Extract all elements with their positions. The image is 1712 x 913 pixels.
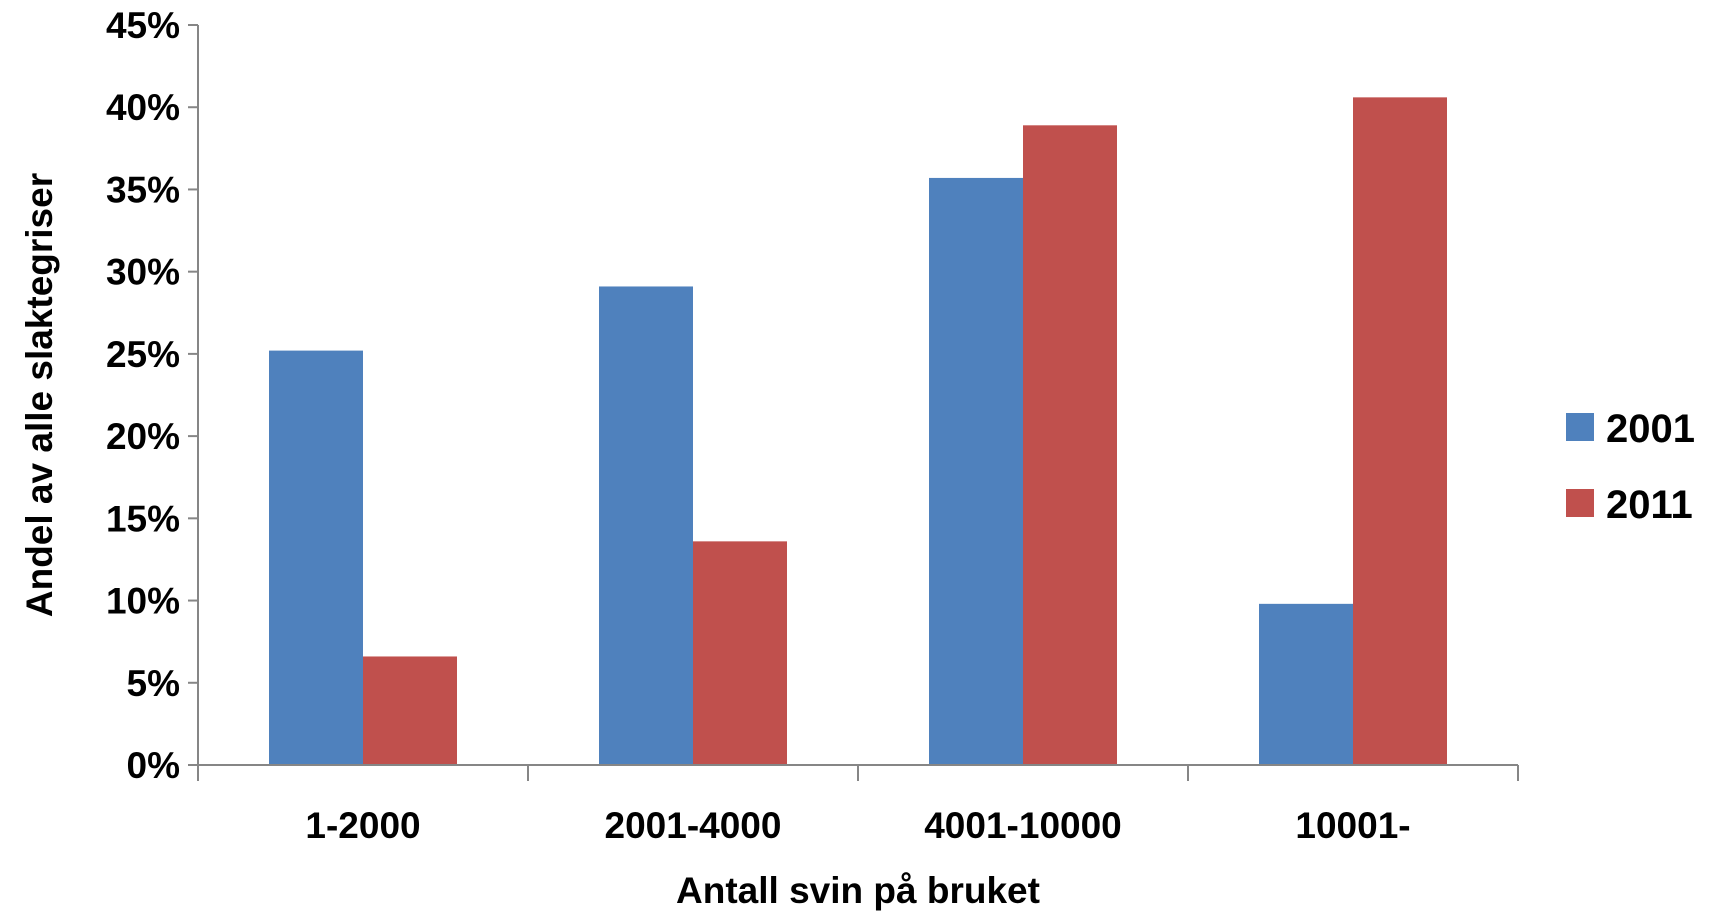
bar-2001-2001-4000 [599,286,693,765]
bar-2001-1-2000 [269,350,363,765]
x-axis-ticks: 1-2000 2001-4000 4001-10000 10001- [197,765,1519,846]
y-tick-label: 40% [106,87,180,128]
bar-2011-2001-4000 [693,541,787,765]
y-axis-ticks: 0% 5% 10% 15% 20% 25% 30% 35% 40% 45% [106,5,198,786]
legend-swatch-2001 [1566,413,1594,441]
y-tick-label: 20% [106,416,180,457]
x-tick-label: 4001-10000 [924,805,1122,846]
bar-2011-4001-10000 [1023,125,1117,766]
x-tick-label: 1-2000 [305,805,420,846]
bar-2001-4001-10000 [929,177,1023,765]
bars [269,97,1447,766]
bar-2011-10001- [1353,97,1447,766]
y-tick-label: 30% [106,252,180,293]
y-tick-label: 45% [106,5,180,46]
bar-2011-1-2000 [363,656,457,765]
y-tick-label: 35% [106,169,180,210]
y-tick-label: 10% [106,581,180,622]
legend-label-2001: 2001 [1606,407,1695,451]
x-axis-title: Antall svin på bruket [676,870,1040,911]
legend-swatch-2011 [1566,489,1594,517]
bar-2001-10001- [1259,603,1353,765]
y-tick-label: 0% [127,745,180,786]
y-axis-title: Andel av alle slaktegriser [19,173,60,617]
x-tick-label: 2001-4000 [605,805,782,846]
x-tick-label: 10001- [1295,805,1410,846]
y-tick-label: 5% [127,663,180,704]
legend: 2001 2011 [1566,407,1695,527]
y-tick-label: 25% [106,334,180,375]
legend-label-2011: 2011 [1606,483,1693,527]
y-tick-label: 15% [106,498,180,539]
